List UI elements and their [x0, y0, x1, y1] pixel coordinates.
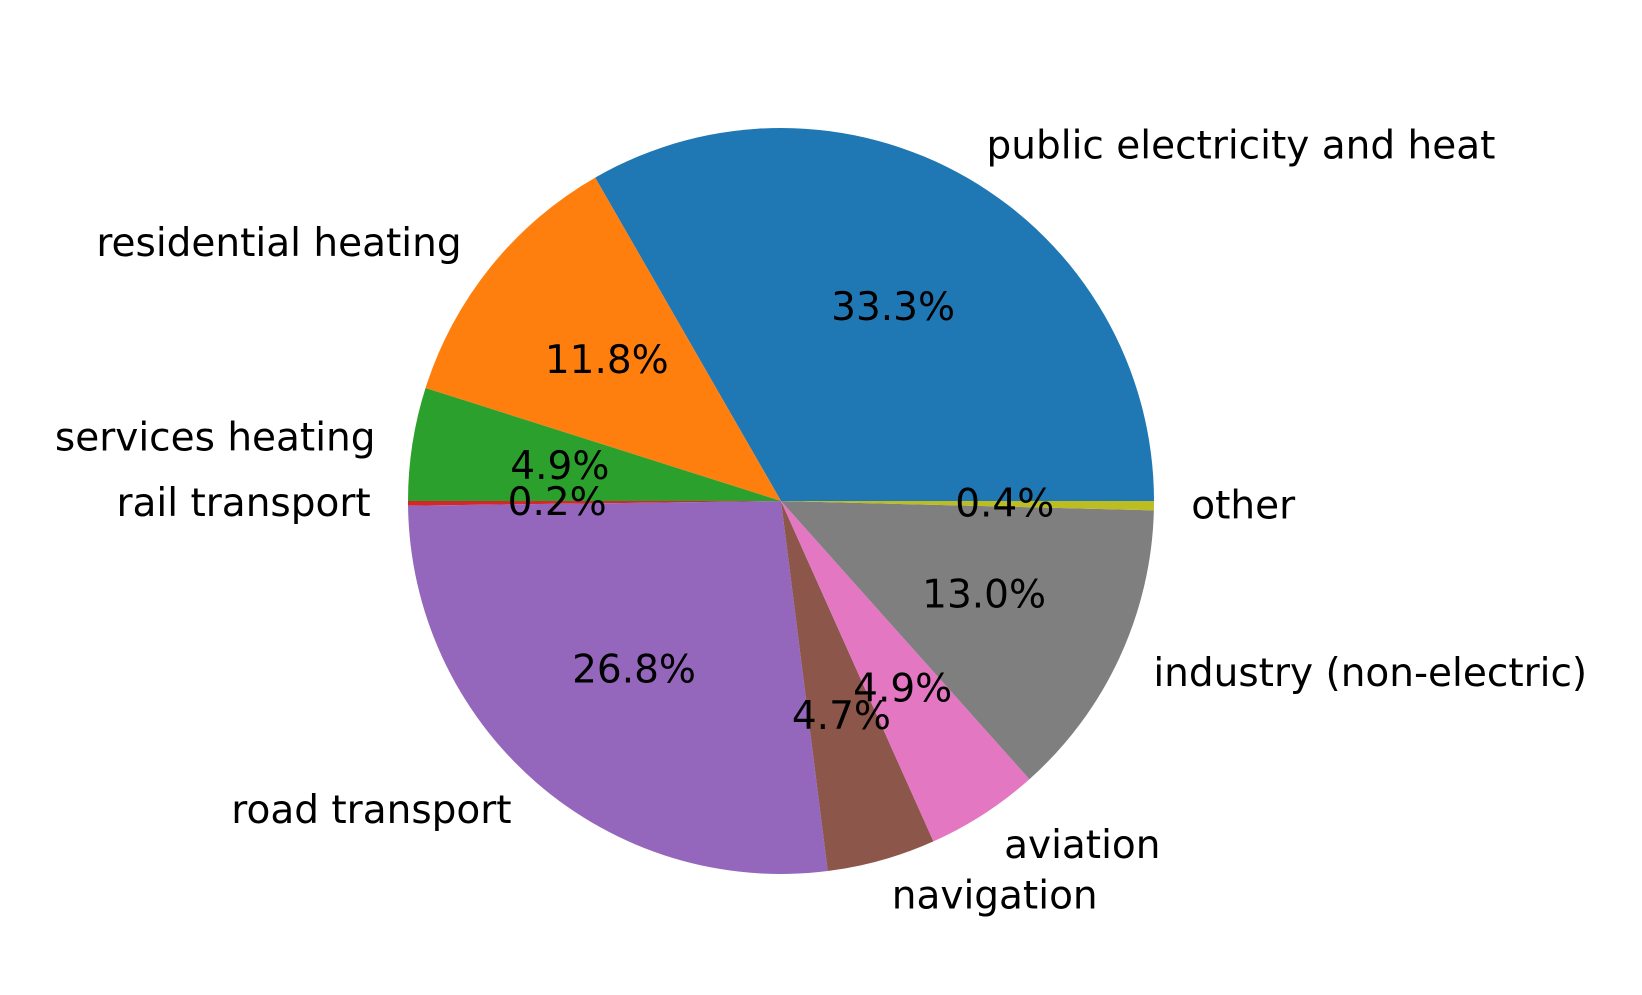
category-label-navigation: navigation [892, 874, 1098, 919]
category-label-services-heating: services heating [55, 416, 376, 461]
category-label-residential-heating: residential heating [96, 221, 461, 266]
category-label-road-transport: road transport [231, 788, 511, 833]
slice-aviation [781, 501, 1030, 842]
category-label-rail-transport: rail transport [116, 481, 370, 526]
pct-label-aviation: 4.9% [853, 666, 952, 711]
category-label-public-electricity-and-heat: public electricity and heat [987, 123, 1496, 168]
percent-labels-layer: 33.3%11.8%4.9%0.2%26.8%4.7%4.9%13.0%0.4% [508, 285, 1055, 739]
slice-industry-non-electric [781, 501, 1154, 780]
pct-label-rail-transport: 0.2% [508, 480, 607, 525]
slice-rail-transport [408, 501, 781, 506]
pct-label-industry-non-electric: 13.0% [922, 573, 1046, 618]
pct-label-services-heating: 4.9% [510, 444, 609, 489]
slice-other [781, 501, 1154, 511]
category-label-industry-non-electric: industry (non-electric) [1153, 651, 1587, 696]
slices-layer [408, 127, 1155, 875]
pct-label-other: 0.4% [955, 481, 1054, 526]
slice-residential-heating [425, 177, 781, 501]
slice-road-transport [408, 501, 828, 875]
slice-public-electricity-and-heat [595, 127, 1155, 501]
slice-services-heating [408, 387, 781, 501]
slice-navigation [781, 501, 934, 872]
category-labels-layer: public electricity and heat residential h… [55, 123, 1587, 918]
pct-label-public-electricity-and-heat: 33.3% [831, 285, 955, 330]
pct-label-residential-heating: 11.8% [545, 338, 669, 383]
pct-label-navigation: 4.7% [792, 694, 891, 739]
category-label-aviation: aviation [1004, 823, 1160, 868]
category-label-other: other [1191, 484, 1296, 529]
pct-label-road-transport: 26.8% [572, 647, 696, 692]
